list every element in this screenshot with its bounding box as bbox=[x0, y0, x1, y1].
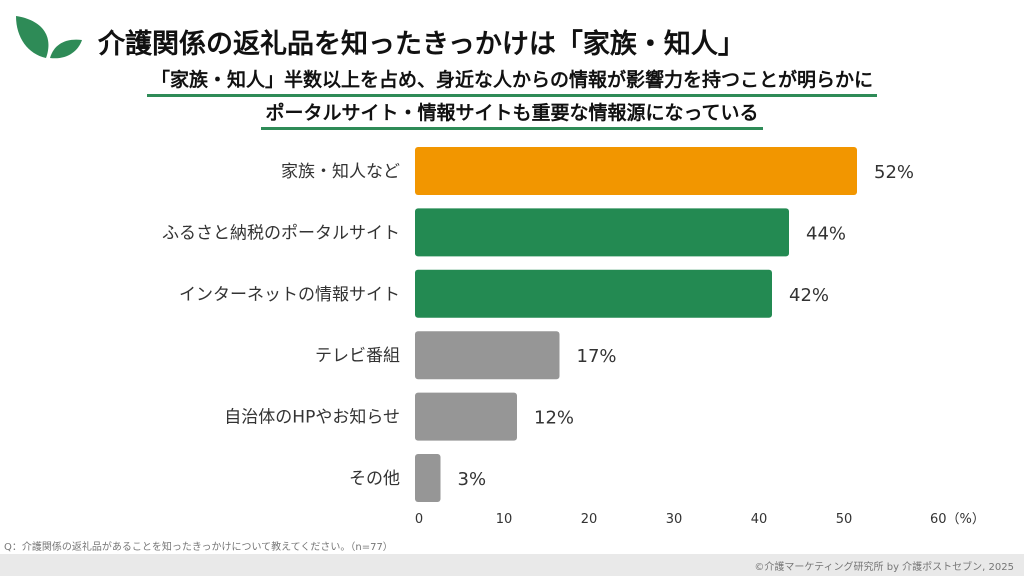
x-tick-label: 30 bbox=[666, 512, 683, 527]
footer-bar: ©介護マーケティング研究所 by 介護ポストセブン, 2025 bbox=[0, 554, 1024, 576]
survey-question-note: Q：介護関係の返礼品があることを知ったきっかけについて教えてください。（n=77… bbox=[4, 542, 393, 553]
category-label: テレビ番組 bbox=[315, 346, 400, 366]
bar bbox=[415, 331, 560, 380]
bar bbox=[415, 392, 517, 441]
x-tick-label: 40 bbox=[751, 512, 768, 527]
category-label: ふるさと納税のポータルサイト bbox=[162, 223, 400, 243]
bar bbox=[415, 208, 789, 257]
bar-chart: 家族・知人など 52% ふるさと納税のポータルサイト 44% インターネットの情報サイト… bbox=[162, 147, 985, 527]
value-label: 52% bbox=[874, 162, 914, 183]
category-label: 家族・知人など bbox=[281, 162, 400, 182]
x-tick-label: 10 bbox=[496, 512, 513, 527]
subtitle-line-2: ポータルサイト・情報サイトも重要な情報源になっている bbox=[0, 98, 1024, 130]
category-label: その他 bbox=[349, 469, 400, 489]
value-label: 44% bbox=[806, 223, 846, 244]
x-tick-label: 20 bbox=[581, 512, 598, 527]
copyright: ©介護マーケティング研究所 by 介護ポストセブン, 2025 bbox=[754, 562, 1014, 573]
bar bbox=[415, 147, 857, 195]
value-label: 3% bbox=[458, 469, 487, 490]
bar bbox=[415, 454, 441, 502]
leaf-logo-icon bbox=[16, 16, 82, 59]
page-title: 介護関係の返礼品を知ったきっかけは「家族・知人」 bbox=[98, 29, 745, 60]
value-label: 17% bbox=[577, 346, 617, 367]
category-label: インターネットの情報サイト bbox=[179, 285, 400, 305]
subtitle-line-1: 「家族・知人」半数以上を占め、身近な人からの情報が影響力を持つことが明らかに bbox=[0, 65, 1024, 97]
x-tick-label: 0 bbox=[415, 512, 423, 527]
value-label: 12% bbox=[534, 408, 574, 429]
value-label: 42% bbox=[789, 285, 829, 306]
category-label: 自治体のHPやお知らせ bbox=[224, 408, 400, 428]
x-tick-label: 60（%） bbox=[930, 512, 985, 527]
bar bbox=[415, 269, 772, 318]
x-tick-label: 50 bbox=[836, 512, 853, 527]
